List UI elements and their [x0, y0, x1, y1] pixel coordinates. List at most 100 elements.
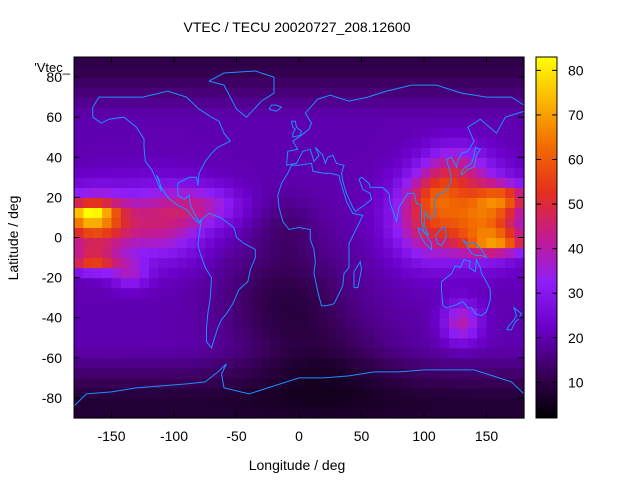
heatmap-cell [364, 287, 375, 299]
heatmap-cell [420, 77, 431, 88]
heatmap-cell [383, 247, 394, 259]
heatmap-cell [280, 347, 291, 359]
heatmap-cell [111, 237, 122, 249]
heatmap-cell [289, 237, 300, 249]
heatmap-cell [374, 87, 384, 98]
heatmap-cell [280, 217, 291, 229]
heatmap-cell [149, 407, 159, 419]
heatmap-cell [383, 357, 394, 369]
heatmap-cell [233, 297, 244, 309]
heatmap-cell [430, 97, 441, 108]
heatmap-cell [270, 377, 281, 389]
heatmap-cell [270, 257, 281, 269]
heatmap-cell [364, 157, 375, 168]
heatmap-cell [345, 97, 356, 108]
heatmap-cell [186, 57, 197, 68]
heatmap-cell [139, 407, 150, 419]
heatmap-cell [177, 307, 188, 319]
heatmap-cell [439, 107, 450, 118]
heatmap-cell [411, 387, 422, 399]
heatmap-cell [158, 197, 169, 209]
heatmap-cell [130, 267, 141, 279]
heatmap-cell [486, 327, 497, 339]
heatmap-cell [449, 127, 459, 138]
heatmap-cell [74, 237, 84, 249]
heatmap-cell [92, 57, 103, 68]
heatmap-cell [392, 227, 403, 239]
heatmap-cell [102, 57, 113, 68]
heatmap-cell [467, 217, 478, 229]
heatmap-cell [449, 207, 459, 219]
heatmap-cell [92, 197, 103, 209]
heatmap-cell [120, 127, 131, 138]
heatmap-cell [308, 197, 319, 209]
heatmap-cell [449, 87, 459, 98]
heatmap-cell [177, 337, 188, 349]
heatmap-cell [186, 77, 197, 88]
heatmap-cell [177, 397, 188, 409]
heatmap-cell [308, 117, 319, 128]
heatmap-cell [242, 277, 253, 289]
heatmap-cell [280, 377, 291, 389]
heatmap-cell [411, 217, 422, 229]
heatmap-cell [177, 407, 188, 419]
heatmap-cell [205, 77, 216, 88]
heatmap-cell [299, 137, 309, 148]
heatmap-cell [514, 337, 525, 349]
heatmap-cell [261, 177, 272, 188]
heatmap-cell [505, 247, 516, 259]
heatmap-cell [317, 407, 328, 419]
heatmap-cell [289, 397, 300, 409]
heatmap-cell [317, 377, 328, 389]
heatmap-cell [477, 277, 488, 289]
heatmap-cell [495, 287, 506, 299]
heatmap-cell [111, 107, 122, 118]
heatmap-cell [102, 117, 113, 128]
heatmap-cell [74, 267, 84, 279]
heatmap-cell [345, 157, 356, 168]
heatmap-cell [317, 107, 328, 118]
heatmap-cell [130, 147, 141, 158]
heatmap-cell [411, 367, 422, 379]
heatmap-cell [177, 197, 188, 209]
heatmap-cell [430, 247, 441, 259]
heatmap-cell [308, 357, 319, 369]
heatmap-cell [83, 87, 94, 98]
heatmap-cell [402, 277, 413, 289]
heatmap-cell [449, 397, 459, 409]
heatmap-cell [514, 77, 525, 88]
heatmap-cell [364, 207, 375, 219]
heatmap-cell [289, 307, 300, 319]
heatmap-cell [495, 167, 506, 178]
heatmap-cell [327, 317, 338, 329]
heatmap-cell [364, 237, 375, 249]
heatmap-cell [299, 187, 309, 198]
heatmap-cell [336, 137, 347, 148]
heatmap-cell [280, 177, 291, 188]
heatmap-cell [233, 97, 244, 108]
heatmap-cell [392, 107, 403, 118]
heatmap-cell [92, 207, 103, 219]
heatmap-cell [205, 267, 216, 279]
heatmap-cell [111, 387, 122, 399]
heatmap-cell [280, 297, 291, 309]
heatmap-cell [402, 127, 413, 138]
heatmap-cell [195, 357, 206, 369]
heatmap-cell [439, 187, 450, 198]
heatmap-cell [439, 87, 450, 98]
heatmap-cell [420, 317, 431, 329]
heatmap-cell [214, 227, 225, 239]
heatmap-cell [195, 237, 206, 249]
heatmap-cell [195, 207, 206, 219]
heatmap-cell [242, 307, 253, 319]
heatmap-cell [392, 297, 403, 309]
heatmap-cell [486, 347, 497, 359]
heatmap-cell [195, 347, 206, 359]
heatmap-cell [495, 237, 506, 249]
heatmap-cell [439, 367, 450, 379]
heatmap-cell [224, 127, 234, 138]
heatmap-cell [383, 327, 394, 339]
heatmap-cell [139, 107, 150, 118]
heatmap-cell [317, 277, 328, 289]
heatmap-cell [149, 197, 159, 209]
